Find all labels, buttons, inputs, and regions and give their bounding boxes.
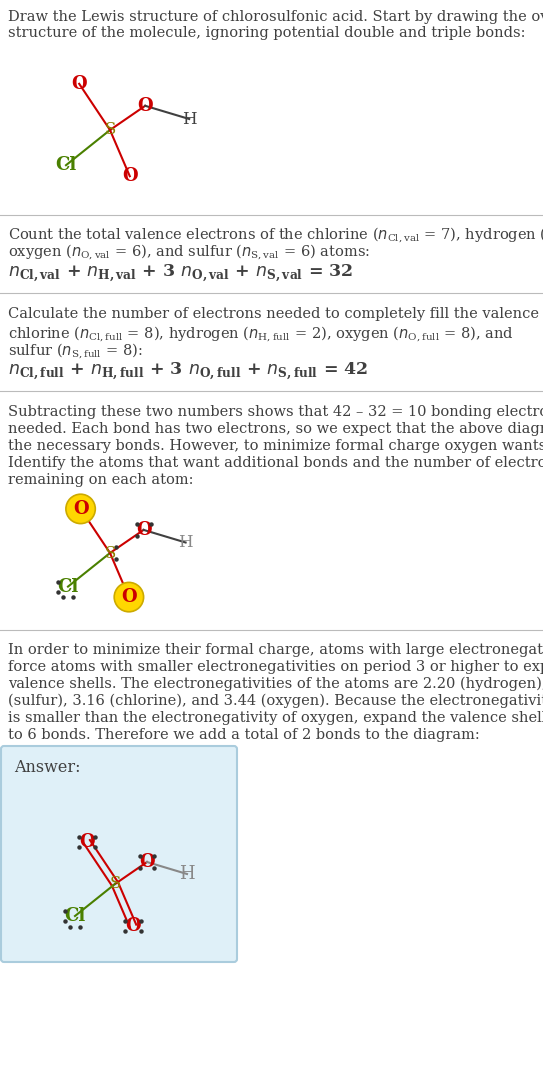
Circle shape (66, 494, 96, 523)
Text: is smaller than the electronegativity of oxygen, expand the valence shell of sul: is smaller than the electronegativity of… (8, 711, 543, 725)
Text: Calculate the number of electrons needed to completely fill the valence shells f: Calculate the number of electrons needed… (8, 307, 543, 321)
Text: Cl: Cl (55, 156, 77, 174)
Text: remaining on each atom:: remaining on each atom: (8, 473, 193, 487)
Text: O: O (137, 97, 153, 114)
Text: O: O (79, 833, 95, 851)
Text: valence shells. The electronegativities of the atoms are 2.20 (hydrogen), 2.58: valence shells. The electronegativities … (8, 677, 543, 691)
Text: O: O (139, 853, 155, 871)
Text: $n_{\mathregular{Cl,val}}$ + $n_{\mathregular{H,val}}$ + 3 $n_{\mathregular{O,va: $n_{\mathregular{Cl,val}}$ + $n_{\mathre… (8, 263, 353, 284)
Text: needed. Each bond has two electrons, so we expect that the above diagram has all: needed. Each bond has two electrons, so … (8, 422, 543, 436)
FancyBboxPatch shape (1, 747, 237, 962)
Text: force atoms with smaller electronegativities on period 3 or higher to expand the: force atoms with smaller electronegativi… (8, 660, 543, 674)
Text: oxygen ($n_{\mathregular{O,val}}$ = 6), and sulfur ($n_{\mathregular{S,val}}$ = : oxygen ($n_{\mathregular{O,val}}$ = 6), … (8, 242, 370, 262)
Text: H: H (178, 534, 193, 551)
Text: Count the total valence electrons of the chlorine ($n_{\mathregular{Cl,val}}$ = : Count the total valence electrons of the… (8, 225, 543, 245)
Text: Identify the atoms that want additional bonds and the number of electrons: Identify the atoms that want additional … (8, 456, 543, 470)
Text: Answer:: Answer: (14, 759, 80, 776)
Text: S: S (104, 122, 116, 139)
Text: O: O (125, 917, 141, 934)
Text: Cl: Cl (65, 907, 86, 925)
Text: the necessary bonds. However, to minimize formal charge oxygen wants 2 bonds.: the necessary bonds. However, to minimiz… (8, 439, 543, 453)
Text: S: S (104, 545, 116, 562)
Text: O: O (73, 500, 89, 518)
Text: O: O (122, 168, 137, 185)
Circle shape (114, 582, 143, 612)
Text: Cl: Cl (58, 578, 79, 596)
Text: Draw the Lewis structure of chlorosulfonic acid. Start by drawing the overall: Draw the Lewis structure of chlorosulfon… (8, 10, 543, 23)
Text: H: H (182, 110, 197, 127)
Text: O: O (121, 588, 137, 607)
Text: $n_{\mathregular{Cl,full}}$ + $n_{\mathregular{H,full}}$ + 3 $n_{\mathregular{O,: $n_{\mathregular{Cl,full}}$ + $n_{\mathr… (8, 361, 368, 382)
Text: to 6 bonds. Therefore we add a total of 2 bonds to the diagram:: to 6 bonds. Therefore we add a total of … (8, 728, 480, 742)
Text: O: O (136, 521, 151, 539)
Text: Subtracting these two numbers shows that 42 – 32 = 10 bonding electrons are: Subtracting these two numbers shows that… (8, 405, 543, 419)
Text: H: H (179, 865, 195, 883)
Text: chlorine ($n_{\mathregular{Cl,full}}$ = 8), hydrogen ($n_{\mathregular{H,full}}$: chlorine ($n_{\mathregular{Cl,full}}$ = … (8, 324, 514, 344)
Text: structure of the molecule, ignoring potential double and triple bonds:: structure of the molecule, ignoring pote… (8, 26, 526, 40)
Text: In order to minimize their formal charge, atoms with large electronegativities c: In order to minimize their formal charge… (8, 643, 543, 657)
Text: sulfur ($n_{\mathregular{S,full}}$ = 8):: sulfur ($n_{\mathregular{S,full}}$ = 8): (8, 341, 143, 361)
Text: O: O (71, 75, 87, 93)
Text: S: S (109, 876, 121, 893)
Text: (sulfur), 3.16 (chlorine), and 3.44 (oxygen). Because the electronegativity of s: (sulfur), 3.16 (chlorine), and 3.44 (oxy… (8, 694, 543, 708)
